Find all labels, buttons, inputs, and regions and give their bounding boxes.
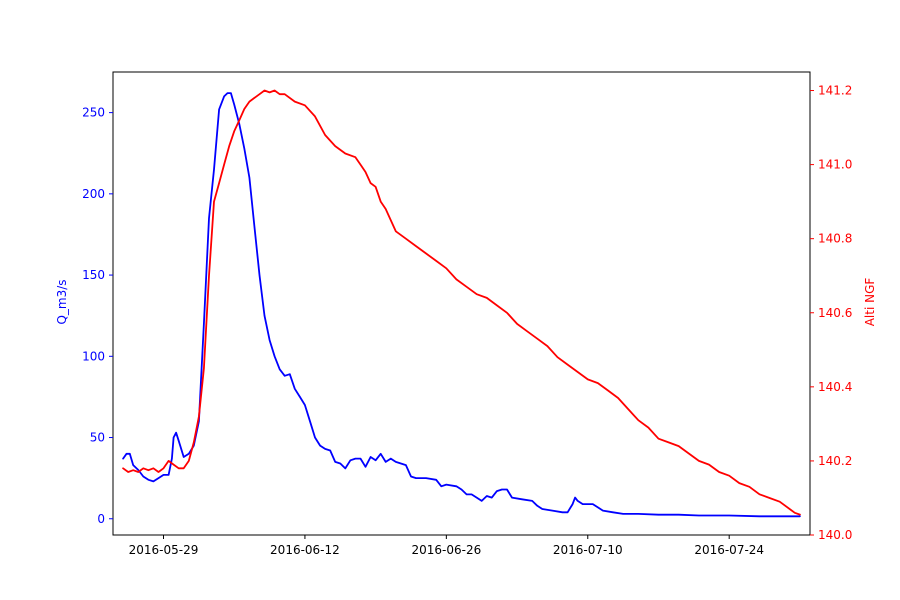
x-tick-label: 2016-07-10 <box>553 543 623 557</box>
left-y-tick-label: 50 <box>90 431 105 445</box>
series-line-alti-ngf <box>122 89 801 516</box>
left-y-tick-label: 150 <box>82 268 105 282</box>
x-tick-label: 2016-07-24 <box>694 543 764 557</box>
right-axis-label: Alti NGF <box>863 278 877 327</box>
left-y-tick-label: 0 <box>97 512 105 526</box>
plot-area <box>122 89 801 518</box>
right-y-tick-label: 140.8 <box>818 232 852 246</box>
right-y-tick-label: 141.0 <box>818 158 852 172</box>
x-tick-label: 2016-06-12 <box>270 543 340 557</box>
right-y-tick-label: 140.6 <box>818 306 852 320</box>
left-y-tick-label: 250 <box>82 106 105 120</box>
right-y-tick-label: 140.0 <box>818 528 852 542</box>
right-y-tick-label: 140.4 <box>818 380 852 394</box>
axes: 2016-05-29 2016-06-12 2016-06-26 2016-07-10… <box>82 71 852 557</box>
left-y-tick-label: 200 <box>82 187 105 201</box>
right-y-tick-label: 141.2 <box>818 84 852 98</box>
x-tick-label: 2016-05-29 <box>129 543 199 557</box>
right-y-tick-label: 140.2 <box>818 454 852 468</box>
left-axis-label: Q_m3/s <box>55 279 69 324</box>
left-y-tick-label: 100 <box>82 349 105 363</box>
plot-frame <box>112 71 811 536</box>
x-tick-label: 2016-06-26 <box>411 543 481 557</box>
